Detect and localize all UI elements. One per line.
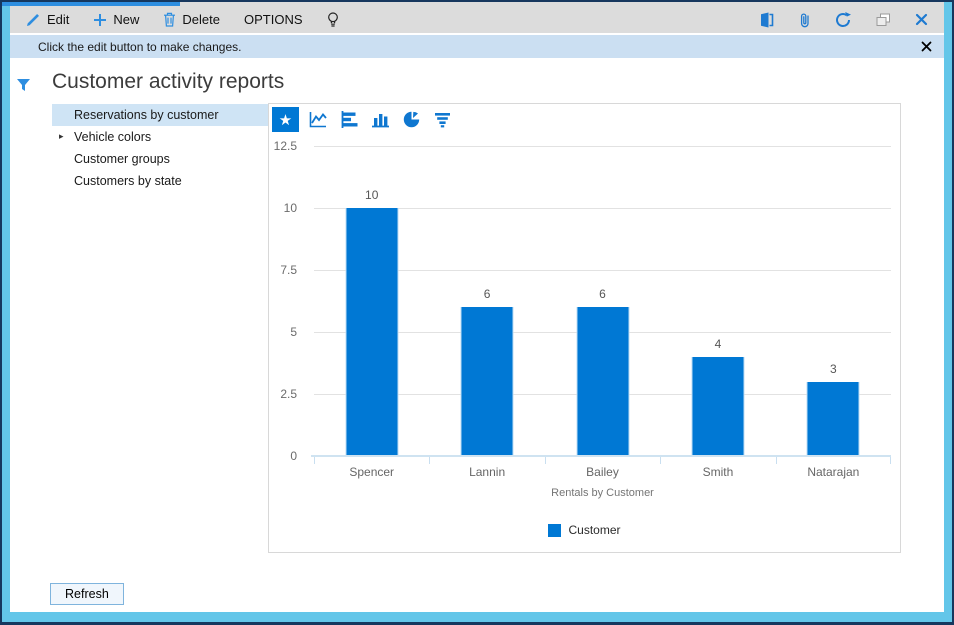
plus-icon [93, 13, 107, 27]
bars-container: 10 6 6 4 3 [314, 146, 891, 456]
window-border-left [0, 0, 2, 625]
pie-chart-icon[interactable] [399, 107, 423, 132]
edit-button[interactable]: Edit [26, 12, 69, 27]
x-axis-tick [544, 457, 546, 464]
bar-value-label: 10 [365, 188, 379, 202]
x-axis-category-label: Smith [702, 465, 734, 479]
chart-panel: ★ [268, 103, 901, 553]
refresh-icon[interactable] [835, 11, 852, 28]
bar-chart-plot: 0 2.5 5 7.5 10 12.5 10 6 6 4 3 Spencer Lannin Baile… [274, 139, 891, 499]
refresh-button[interactable]: Refresh [50, 583, 124, 605]
chart-type-toolbar: ★ [272, 107, 454, 132]
chart-slot: 10 [314, 146, 429, 456]
bar-spencer[interactable] [345, 208, 399, 456]
toolbar: Edit New Delete OPTIONS [10, 2, 944, 33]
x-axis-tick [314, 457, 315, 464]
y-axis: 0 2.5 5 7.5 10 12.5 [263, 139, 297, 463]
options-button[interactable]: OPTIONS [244, 12, 303, 27]
x-axis-category-label: Lannin [469, 465, 506, 479]
x-axis-tick [660, 457, 662, 464]
paperclip-icon[interactable] [799, 12, 811, 28]
bar-smith[interactable] [691, 356, 745, 456]
nav-item-vehicle-colors[interactable]: ▸ Vehicle colors [52, 126, 268, 148]
x-axis-category-label: Bailey [586, 465, 619, 479]
nav-item-customer-groups[interactable]: Customer groups [52, 148, 268, 170]
y-axis-tick-label: 5 [290, 325, 297, 339]
window-border-top [0, 0, 954, 2]
delete-button[interactable]: Delete [163, 12, 220, 27]
chart-legend: Customer [269, 523, 900, 537]
chart-slot: 6 [429, 146, 544, 456]
page-title: Customer activity reports [52, 70, 285, 93]
x-axis-tick [775, 457, 777, 464]
bar-value-label: 6 [483, 287, 491, 302]
window-accent-strip [2, 2, 180, 6]
column-chart-icon[interactable] [368, 107, 392, 132]
notification-text: Click the edit button to make changes. [38, 39, 242, 54]
new-button[interactable]: New [93, 12, 139, 27]
chart-slot: 3 [776, 146, 891, 456]
filter-funnel-icon [17, 78, 30, 96]
y-axis-tick-label: 10 [283, 201, 297, 215]
nav-item-label: Reservations by customer [74, 108, 219, 122]
line-chart-icon[interactable] [306, 107, 330, 132]
funnel-chart-icon[interactable] [430, 107, 454, 132]
x-axis-line [311, 455, 891, 457]
window-frame-bottom [2, 612, 952, 622]
pencil-icon [26, 12, 41, 27]
report-nav: Reservations by customer ▸ Vehicle color… [52, 104, 268, 192]
legend-label: Customer [568, 523, 621, 537]
chart-slot: 6 [545, 146, 660, 456]
close-icon[interactable] [915, 13, 928, 26]
window-border-bottom [0, 622, 954, 625]
star-glyph: ★ [278, 111, 293, 129]
notification-bar: Click the edit button to make changes. [10, 35, 944, 58]
popout-icon[interactable] [876, 13, 891, 27]
chart-slot: 4 [660, 146, 775, 456]
bar-bailey[interactable] [576, 307, 630, 456]
trash-icon [163, 12, 176, 27]
new-button-label: New [113, 12, 140, 27]
bar-value-label: 6 [599, 287, 606, 302]
window-border-right [952, 0, 954, 625]
nav-item-label: Vehicle colors [74, 130, 152, 144]
notification-close-icon[interactable] [921, 40, 932, 54]
window-frame-left [2, 2, 10, 622]
y-axis-tick-label: 2.5 [280, 387, 297, 401]
y-axis-tick-label: 12.5 [273, 139, 297, 153]
nav-item-reservations-by-customer[interactable]: Reservations by customer [52, 104, 268, 126]
x-axis-tick [890, 457, 891, 464]
toolbar-right-group [758, 11, 928, 28]
nav-item-customers-by-state[interactable]: Customers by state [52, 170, 268, 192]
lightbulb-icon [327, 11, 339, 28]
x-axis-category-label: Spencer [349, 465, 395, 479]
window-frame-right [944, 2, 952, 622]
x-axis-title: Rentals by Customer [551, 487, 654, 499]
gridline [314, 270, 891, 271]
bar-value-label: 3 [829, 361, 837, 376]
nav-item-label: Customer groups [74, 152, 170, 166]
options-button-label: OPTIONS [244, 12, 303, 27]
x-axis-category-label: Natarajan [807, 465, 860, 479]
x-axis-labels: Spencer Lannin Bailey Smith Natarajan [314, 457, 891, 483]
legend-swatch [548, 523, 562, 537]
dynamics-logo-icon[interactable] [758, 12, 775, 28]
tips-button[interactable] [327, 11, 339, 28]
x-axis-tick [429, 457, 431, 464]
delete-button-label: Delete [182, 12, 220, 27]
edit-button-label: Edit [47, 12, 70, 27]
nav-item-label: Customers by state [74, 174, 182, 188]
hbar-chart-icon[interactable] [337, 107, 361, 132]
bar-natarajan[interactable] [806, 381, 860, 456]
y-axis-tick-label: 0 [290, 449, 297, 463]
gridline [314, 146, 891, 147]
bar-lannin[interactable] [460, 307, 514, 456]
gridline [314, 208, 891, 209]
star-icon[interactable]: ★ [272, 107, 299, 132]
y-axis-tick-label: 7.5 [280, 263, 297, 277]
chevron-right-icon[interactable]: ▸ [59, 131, 64, 141]
bar-value-label: 4 [714, 336, 722, 351]
